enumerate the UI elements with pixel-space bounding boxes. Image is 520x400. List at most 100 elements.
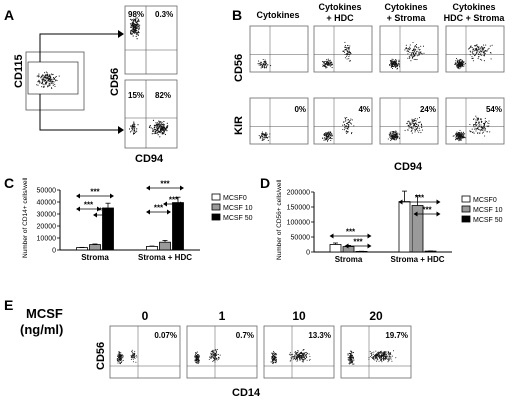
chart-c: 0 10000 20000 30000 40000 50000 Number of CD14…	[22, 177, 253, 262]
e-percentage-label: 0.7%	[236, 331, 254, 340]
b-xlabel: CD94	[394, 161, 423, 173]
y-tick-label: 10000	[37, 236, 57, 243]
gate-plot-frame	[25, 51, 85, 111]
panel-label-e: E	[4, 297, 13, 313]
b-dotplot-frame	[249, 25, 309, 73]
significance-label: ***	[169, 196, 179, 205]
legend-swatch	[211, 193, 221, 201]
b-kir-percentage: 24%	[420, 105, 436, 114]
b-kir-percentage: 4%	[358, 105, 370, 114]
e-dotplot-frame	[340, 325, 412, 379]
gate-arrowhead-top	[118, 30, 124, 38]
e-dotplot-dots	[116, 349, 138, 365]
b-dotplot-dots	[387, 117, 423, 141]
dotplot-a-bottom-frame	[124, 79, 178, 149]
significance-label: ***	[346, 228, 356, 237]
y-tick-label: 20000	[37, 224, 57, 231]
legend-label: MCSF0	[223, 195, 247, 202]
y-tick-label: 200000	[287, 190, 310, 197]
b-col-header-4: Cytokines HDC + Stroma	[444, 2, 506, 23]
dotplot-a-top-frame	[124, 5, 178, 75]
legend-label: MCSF 10	[473, 207, 503, 214]
b-row-label-cd56: CD56	[233, 54, 245, 82]
panel-a: CD115 98% 0.3% 15% 82% CD56 CD94	[13, 5, 178, 165]
y-tick-label: 0	[52, 248, 56, 255]
legend-swatch	[461, 195, 471, 203]
legend-label: MCSF 50	[473, 217, 503, 224]
b-col-header-1: Cytokines	[256, 10, 299, 20]
b-dotplot-dots	[258, 131, 271, 141]
panel-label-b: B	[232, 7, 242, 23]
significance-label: ***	[160, 180, 170, 189]
chart-d: 0 50000 100000 150000 200000 Number of CD56+ …	[276, 179, 503, 264]
b-col-header-3: Cytokines + Stroma	[384, 2, 427, 23]
legend-swatch	[211, 203, 221, 211]
quadrant-a-bottom-left: 15%	[128, 91, 144, 100]
legend-swatch	[211, 213, 221, 221]
b-dotplot-dots	[321, 116, 355, 142]
x-tick-label: Stroma	[335, 255, 363, 264]
quadrant-a-bottom-right: 82%	[155, 91, 171, 100]
e-percentage-label: 13.3%	[308, 331, 331, 340]
panel-e: MCSF (ng/ml) CD56 CD14 0 0.07% 1 0.7% 1013.3…	[20, 306, 412, 399]
b-dotplot-frame	[249, 97, 309, 145]
x-tick-label: Stroma	[81, 253, 109, 262]
quadrant-a-top-right: 0.3%	[155, 10, 173, 19]
dotplot-a-top-dots	[129, 17, 141, 40]
bar	[159, 241, 171, 251]
e-concentration-label: 20	[369, 309, 383, 323]
legend-label: MCSF 10	[223, 205, 253, 212]
y-tick-label: 0	[306, 250, 310, 257]
bar	[146, 245, 158, 251]
bar	[89, 244, 101, 251]
b-row-label-kir: KIR	[233, 116, 245, 135]
gate-region	[27, 61, 79, 95]
significance-label: ***	[99, 207, 109, 216]
e-xlabel: CD14	[232, 387, 261, 399]
y-tick-label: 150000	[287, 205, 310, 212]
panel-label-d: D	[260, 175, 270, 191]
e-dotplot-frame	[109, 325, 181, 379]
y-tick-label: 50000	[37, 188, 57, 195]
b-dotplot-dots	[454, 44, 493, 70]
b-dotplot-frame	[445, 97, 505, 145]
gate-arrow-top	[39, 33, 118, 62]
e-concentration-label: 10	[292, 309, 306, 323]
significance-label: ***	[84, 201, 94, 210]
significance-label: ***	[90, 188, 100, 197]
e-concentration-label: 1	[219, 309, 226, 323]
e-dotplot-dots	[270, 349, 311, 365]
gate-plot-dots	[36, 71, 60, 89]
y-tick-label: 30000	[37, 212, 57, 219]
e-percentage-label: 19.7%	[385, 331, 408, 340]
y-tick-label: 100000	[287, 220, 310, 227]
b-dotplot-frame	[313, 25, 373, 73]
panel-label-c: C	[4, 175, 14, 191]
y-axis-title: Number of CD56+ cells/well	[276, 179, 283, 260]
panel-b: Cytokines Cytokines + HDC Cytokines + Stro…	[233, 2, 505, 173]
b-kir-percentage: 0%	[294, 105, 306, 114]
e-title-line2: (ng/ml)	[20, 322, 63, 337]
gate-arrow-bottom	[39, 94, 118, 131]
b-dotplot-dots	[257, 58, 272, 69]
b-dotplot-dots	[321, 41, 352, 69]
dotplot-a-ylabel: CD56	[109, 68, 121, 96]
b-dotplot-frame	[313, 97, 373, 145]
quadrant-a-top-left: 98%	[128, 10, 144, 19]
panel-label-a: A	[4, 7, 14, 23]
significance-label: ***	[154, 204, 164, 213]
x-tick-label: Stroma + HDC	[390, 255, 444, 264]
b-dotplot-dots	[452, 115, 491, 142]
y-axis-title: Number of CD14+ cells/well	[22, 177, 29, 258]
significance-label: ***	[353, 238, 363, 247]
e-dotplot-frame	[263, 325, 335, 379]
b-kir-percentage: 54%	[486, 105, 502, 114]
bar	[329, 244, 342, 253]
e-dotplot-frame	[186, 325, 258, 379]
b-col-header-2: Cytokines + HDC	[318, 2, 361, 23]
bar	[172, 202, 184, 251]
y-tick-label: 50000	[291, 235, 311, 242]
significance-label: ***	[415, 194, 425, 203]
